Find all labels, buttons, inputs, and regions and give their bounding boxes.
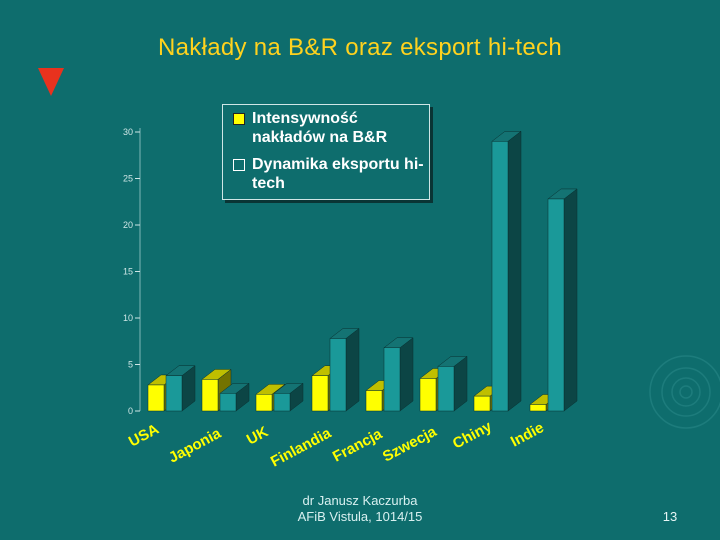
bar xyxy=(201,379,219,412)
bar xyxy=(311,375,329,412)
bar xyxy=(437,366,455,412)
bar xyxy=(329,338,347,412)
bar xyxy=(219,393,237,412)
y-tick-label: 20 xyxy=(123,220,133,230)
bar xyxy=(491,141,509,412)
x-tick-label: UK xyxy=(244,423,271,448)
legend-swatch-series1 xyxy=(233,113,245,125)
slide-title: Nakłady na B&R oraz eksport hi-tech xyxy=(157,34,562,61)
bar xyxy=(147,384,165,412)
x-tick-label: USA xyxy=(126,421,162,451)
bar-side xyxy=(345,327,360,412)
y-tick-label: 0 xyxy=(128,406,133,416)
legend-swatch-series2 xyxy=(233,159,245,171)
footer-institution: AFiB Vistula, 1014/15 xyxy=(297,509,423,524)
bar xyxy=(547,198,565,412)
x-tick-label: Japonia xyxy=(166,425,225,467)
x-tick-label: Chiny xyxy=(450,418,495,453)
chart-legend: Intensywność nakładów na B&R Dynamika ek… xyxy=(222,104,430,200)
bar xyxy=(255,394,273,412)
x-tick-label: Francja xyxy=(330,425,386,465)
y-tick-label: 5 xyxy=(128,360,133,370)
y-tick-label: 25 xyxy=(123,174,133,184)
page-number: 13 xyxy=(662,509,678,524)
x-tick-label: Szwecja xyxy=(380,423,440,466)
x-tick-label: Finlandia xyxy=(268,424,335,470)
bar xyxy=(419,378,437,412)
y-tick-label: 15 xyxy=(123,267,133,277)
x-tick-label: Indie xyxy=(508,419,547,450)
footer: dr Janusz Kaczurba AFiB Vistula, 1014/15 xyxy=(260,493,460,525)
bar xyxy=(273,393,291,412)
bar-side xyxy=(507,130,522,412)
y-tick-label: 10 xyxy=(123,313,133,323)
bar xyxy=(165,375,183,412)
legend-item-series2: Dynamika eksportu hi-tech xyxy=(233,155,432,193)
legend-item-series1: Intensywność nakładów na B&R xyxy=(233,109,432,147)
y-tick-label: 30 xyxy=(123,127,133,137)
bar xyxy=(473,395,491,412)
legend-label-series2: Dynamika eksportu hi-tech xyxy=(252,156,424,192)
red-triangle-marker xyxy=(38,68,64,96)
bar xyxy=(365,390,383,412)
bar-side xyxy=(399,337,414,412)
bar xyxy=(529,404,547,412)
bar-side xyxy=(563,188,578,412)
legend-label-series1: Intensywność nakładów na B&R xyxy=(252,110,388,146)
ripple-decoration xyxy=(649,355,720,429)
footer-author: dr Janusz Kaczurba xyxy=(302,493,418,508)
bar xyxy=(383,347,401,412)
